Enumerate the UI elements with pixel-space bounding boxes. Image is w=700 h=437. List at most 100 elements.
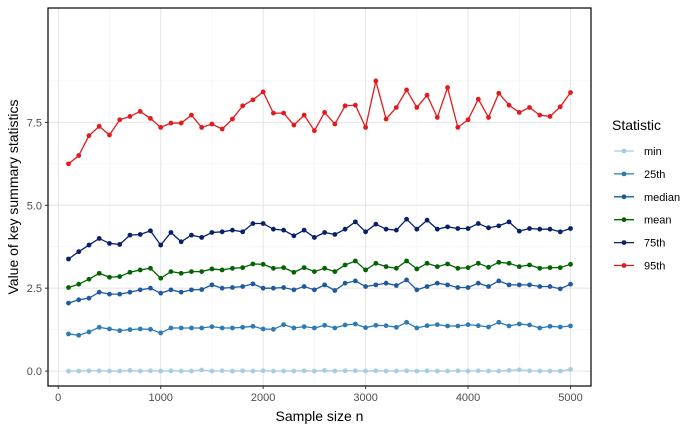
- x-tick-label: 0: [55, 392, 61, 404]
- data-point-mean: [404, 258, 409, 264]
- data-point-min: [506, 368, 512, 373]
- data-point-25th: [219, 325, 225, 331]
- data-point-95th: [260, 89, 266, 95]
- data-point-95th: [137, 109, 143, 114]
- legend-label: 25th: [644, 169, 665, 181]
- data-point-75th: [127, 232, 133, 238]
- data-point-75th: [137, 232, 143, 237]
- data-point-median: [189, 287, 194, 293]
- data-point-min: [537, 368, 543, 374]
- data-point-mean: [168, 269, 174, 275]
- series-median: [66, 277, 573, 306]
- series-line-75th: [68, 218, 571, 260]
- data-point-75th: [363, 229, 369, 235]
- data-point-median: [486, 284, 491, 289]
- data-point-min: [260, 368, 266, 374]
- data-point-min: [96, 368, 102, 374]
- data-point-mean: [260, 261, 266, 267]
- data-point-95th: [568, 90, 573, 95]
- data-point-mean: [516, 264, 522, 270]
- data-point-75th: [219, 229, 225, 235]
- data-point-min: [86, 368, 92, 374]
- data-point-median: [557, 286, 563, 292]
- data-point-mean: [281, 265, 287, 271]
- data-point-min: [363, 368, 369, 374]
- data-point-min: [107, 368, 112, 374]
- legend-label: mean: [644, 215, 672, 227]
- data-point-median: [301, 284, 307, 289]
- data-point-min: [424, 368, 430, 374]
- data-point-min: [199, 367, 205, 373]
- data-point-75th: [475, 221, 481, 226]
- data-point-median: [537, 284, 543, 289]
- data-point-75th: [168, 230, 174, 235]
- data-point-min: [332, 368, 338, 374]
- series-line-25th: [68, 321, 571, 336]
- legend-item-25th: 25th: [614, 169, 665, 181]
- data-point-mean: [352, 258, 358, 264]
- data-point-mean: [270, 265, 276, 271]
- data-point-95th: [86, 133, 92, 139]
- data-point-min: [66, 368, 71, 374]
- data-point-95th: [281, 110, 287, 116]
- data-point-25th: [434, 322, 440, 328]
- data-point-min: [240, 368, 246, 374]
- data-point-25th: [270, 326, 276, 332]
- data-point-75th: [342, 226, 348, 232]
- data-point-25th: [209, 324, 215, 330]
- data-point-mean: [424, 260, 430, 266]
- data-point-mean: [76, 281, 82, 287]
- data-point-75th: [414, 226, 420, 232]
- data-point-95th: [158, 124, 164, 130]
- data-point-median: [465, 285, 471, 290]
- data-point-95th: [393, 105, 399, 110]
- data-point-min: [301, 368, 307, 374]
- data-point-median: [311, 287, 317, 293]
- data-point-25th: [547, 323, 553, 329]
- data-point-median: [434, 280, 440, 286]
- data-point-median: [76, 297, 82, 303]
- data-point-min: [547, 368, 553, 374]
- data-point-75th: [332, 232, 338, 237]
- data-point-mean: [547, 265, 553, 271]
- data-point-mean: [137, 267, 143, 273]
- data-point-median: [281, 285, 287, 290]
- data-point-mean: [496, 259, 502, 265]
- y-axis-title: Value of key summary statistics: [5, 99, 21, 294]
- data-point-min: [281, 368, 287, 374]
- data-point-25th: [117, 328, 123, 334]
- data-point-mean: [158, 275, 164, 281]
- data-point-75th: [260, 221, 266, 226]
- data-point-95th: [230, 116, 235, 122]
- data-point-25th: [311, 325, 317, 331]
- data-point-95th: [322, 110, 328, 115]
- data-point-median: [148, 285, 153, 291]
- data-point-25th: [455, 323, 461, 329]
- data-point-min: [209, 368, 215, 374]
- data-point-min: [373, 368, 379, 374]
- data-point-median: [373, 282, 379, 288]
- data-point-75th: [516, 228, 522, 234]
- data-point-mean: [557, 265, 563, 271]
- series-min: [66, 367, 573, 374]
- data-point-min: [189, 368, 194, 374]
- data-point-median: [332, 288, 338, 293]
- data-point-mean: [107, 274, 112, 280]
- data-point-min: [219, 368, 225, 374]
- data-point-median: [250, 281, 256, 287]
- data-point-mean: [189, 269, 194, 275]
- data-point-median: [404, 277, 409, 283]
- data-point-median: [496, 278, 502, 284]
- data-point-min: [117, 368, 123, 374]
- data-point-75th: [291, 233, 297, 239]
- data-point-25th: [373, 322, 379, 328]
- data-point-95th: [547, 114, 553, 119]
- data-point-mean: [250, 261, 256, 267]
- data-point-25th: [393, 324, 399, 330]
- legend-title: Statistic: [612, 117, 661, 133]
- data-point-min: [352, 368, 358, 374]
- data-point-25th: [137, 326, 143, 332]
- data-point-median: [455, 285, 461, 290]
- data-point-95th: [424, 92, 430, 98]
